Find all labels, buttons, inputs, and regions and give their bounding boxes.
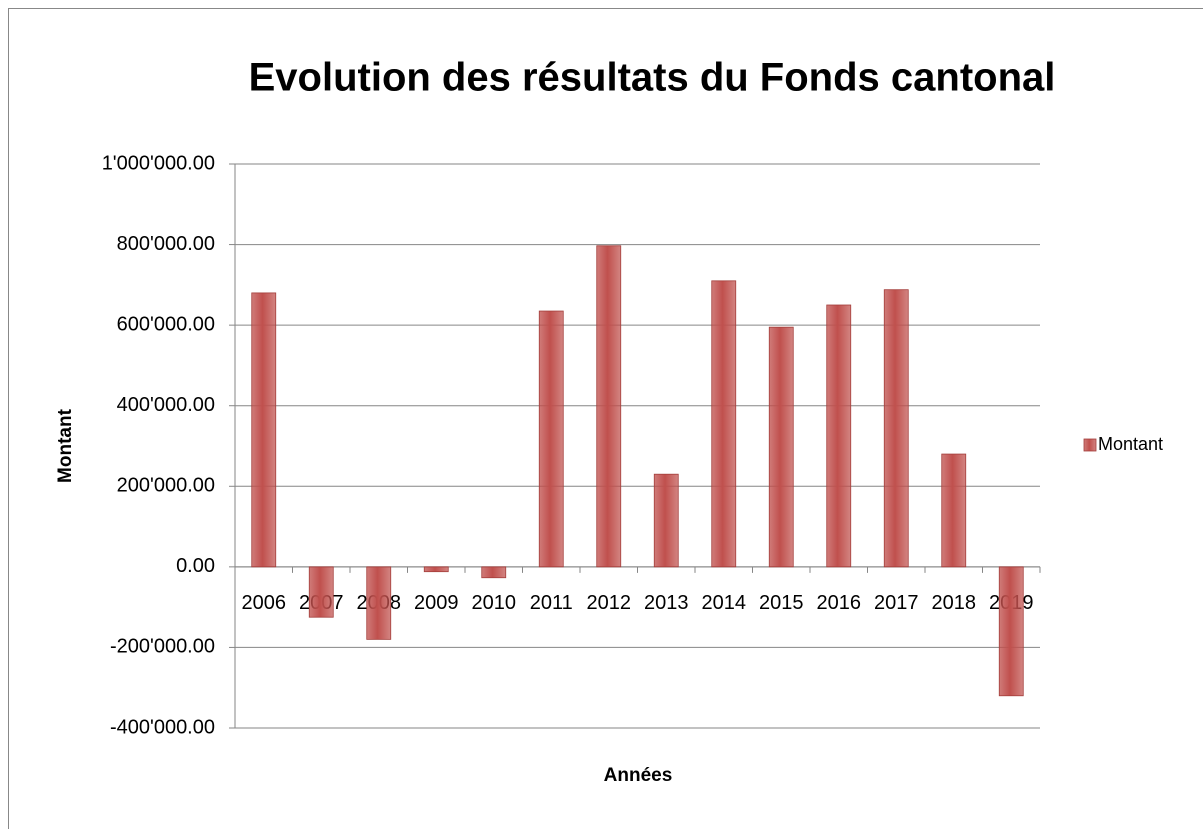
- bar: [308, 566, 334, 618]
- x-tick-label: 2006: [242, 592, 287, 614]
- y-tick-label: 1'000'000.00: [102, 152, 215, 174]
- legend-label: Montant: [1098, 434, 1163, 454]
- bar: [711, 280, 737, 568]
- x-tick-label: 2012: [587, 592, 632, 614]
- x-tick-label: 2010: [472, 592, 517, 614]
- y-axis-title: Montant: [55, 408, 76, 483]
- bar: [653, 473, 679, 568]
- y-tick-label: -200'000.00: [110, 636, 215, 658]
- x-tick-label: 2009: [414, 592, 459, 614]
- bar: [481, 566, 507, 579]
- y-tick-label: 600'000.00: [117, 313, 215, 335]
- chart-title: Evolution des résultats du Fonds cantona…: [249, 56, 1056, 100]
- y-tick-label: 0.00: [176, 555, 215, 577]
- x-tick-label: 2013: [644, 592, 689, 614]
- x-tick-label: 2015: [759, 592, 804, 614]
- bar: [998, 566, 1024, 697]
- x-axis-title: Années: [604, 765, 673, 786]
- legend-swatch: [1083, 438, 1097, 452]
- y-tick-label: 200'000.00: [117, 475, 215, 497]
- y-tick-label: 400'000.00: [117, 394, 215, 416]
- bar: [768, 326, 794, 568]
- bar: [538, 310, 564, 568]
- bar: [941, 453, 967, 568]
- x-tick-label: 2014: [702, 592, 747, 614]
- x-tick-label: 2011: [530, 592, 573, 614]
- x-tick-label: 2018: [932, 592, 977, 614]
- bar: [826, 304, 852, 568]
- y-tick-label: -400'000.00: [110, 716, 215, 738]
- x-tick-label: 2016: [817, 592, 862, 614]
- bar: [883, 289, 909, 568]
- bar: [423, 566, 449, 573]
- bar: [596, 245, 622, 568]
- x-tick-label: 2017: [874, 592, 919, 614]
- y-tick-label: 800'000.00: [117, 233, 215, 255]
- bar: [251, 292, 277, 568]
- bar: [366, 566, 392, 640]
